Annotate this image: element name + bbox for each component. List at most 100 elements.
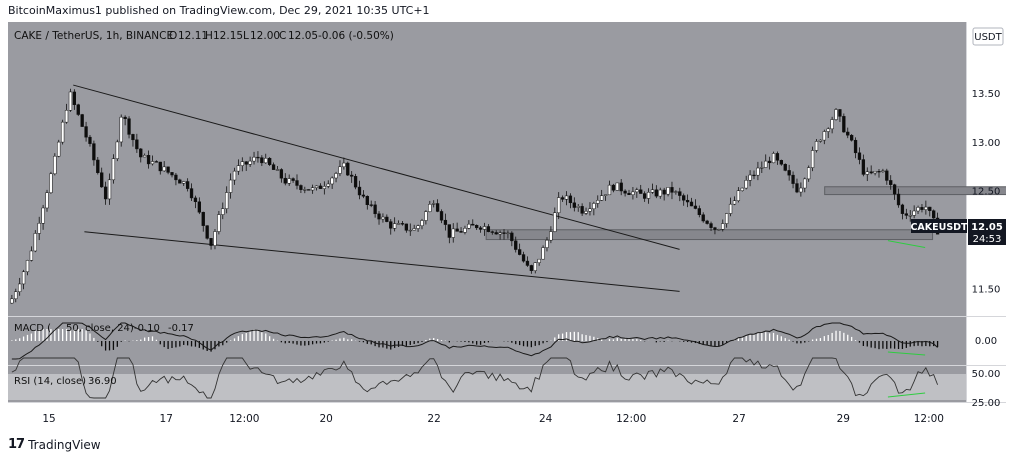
time-axis-tick: 17 bbox=[160, 413, 173, 425]
candle-body bbox=[64, 110, 69, 123]
candle-body bbox=[123, 116, 127, 119]
candle-body bbox=[80, 114, 84, 127]
candle-body bbox=[846, 131, 850, 136]
candle-body bbox=[451, 228, 455, 238]
candle-body bbox=[670, 187, 674, 193]
chart-area[interactable]: CAKE / TetherUS, 1h, BINANCE O 12.11 H 1… bbox=[8, 22, 1006, 430]
price-axis-tick: 11.50 bbox=[972, 284, 1001, 295]
macd-value-2: -0.17 bbox=[168, 323, 194, 334]
candle-body bbox=[674, 191, 678, 193]
time-axis-tick: 27 bbox=[732, 413, 745, 425]
candle-body bbox=[185, 181, 190, 189]
candle-body bbox=[189, 188, 194, 199]
candle-body bbox=[143, 155, 147, 158]
candle-body bbox=[76, 104, 80, 115]
candle-body bbox=[182, 181, 186, 184]
candle-body bbox=[873, 171, 877, 174]
ohlc-low-label: L bbox=[243, 30, 249, 42]
candle-body bbox=[685, 199, 690, 203]
candle-body bbox=[463, 228, 467, 233]
candle-body bbox=[791, 174, 795, 184]
macd-signal-line bbox=[11, 322, 938, 360]
candle-body bbox=[201, 211, 205, 226]
time-axis-tick: 24 bbox=[539, 413, 553, 425]
candle-body bbox=[502, 232, 506, 234]
candle-body bbox=[869, 171, 873, 174]
candle-body bbox=[517, 249, 522, 255]
footer-brand: TradingView bbox=[28, 437, 101, 452]
candle-body bbox=[850, 134, 854, 141]
candle-body bbox=[721, 223, 725, 230]
price-axis-tick: 12.50 bbox=[972, 187, 1001, 198]
upper-trendline bbox=[73, 84, 680, 250]
candle-body bbox=[166, 166, 170, 173]
candle-body bbox=[537, 258, 541, 263]
candle-body bbox=[455, 228, 459, 232]
candle-body bbox=[627, 192, 631, 195]
rsi-line bbox=[11, 357, 939, 399]
candle-body bbox=[635, 189, 639, 193]
candle-body bbox=[908, 215, 912, 217]
candle-body bbox=[881, 170, 885, 173]
candle-body bbox=[365, 196, 369, 205]
candle-body bbox=[799, 187, 803, 193]
candle-body bbox=[471, 223, 475, 226]
candle-body bbox=[764, 160, 768, 168]
candle-body bbox=[861, 159, 866, 175]
candle-body bbox=[342, 162, 346, 168]
candle-body bbox=[271, 164, 276, 170]
candle-body bbox=[736, 190, 741, 201]
candle-body bbox=[299, 185, 303, 190]
candle-body bbox=[592, 203, 596, 210]
candle-body bbox=[295, 180, 299, 186]
footer: 17 TradingView bbox=[8, 437, 101, 452]
time-axis-tick: 20 bbox=[320, 413, 333, 425]
currency-badge[interactable]: USDT bbox=[972, 27, 1004, 46]
candle-body bbox=[916, 207, 920, 212]
candle-body bbox=[197, 201, 201, 213]
candle-body bbox=[642, 193, 647, 199]
candle-body bbox=[268, 157, 272, 165]
candle-body bbox=[689, 201, 694, 207]
price-divergence-line bbox=[887, 240, 926, 249]
lower-trendline bbox=[84, 231, 680, 292]
candle-body bbox=[279, 169, 284, 179]
ohlc-close-value: 12.05 bbox=[288, 30, 318, 42]
trendlines bbox=[73, 84, 680, 292]
candle-body bbox=[475, 224, 479, 229]
candle-body bbox=[158, 161, 162, 172]
rsi-series bbox=[11, 357, 939, 399]
candle-body bbox=[18, 283, 22, 292]
macd-series bbox=[11, 322, 939, 360]
price-badge-price: 12.05 bbox=[971, 222, 1003, 233]
candle-body bbox=[771, 153, 776, 164]
candle-body bbox=[904, 213, 908, 216]
candle-body bbox=[756, 167, 760, 176]
candle-body bbox=[103, 186, 108, 200]
candle-body bbox=[818, 139, 823, 142]
candle-body bbox=[228, 179, 233, 193]
horizontal-zone bbox=[824, 186, 1006, 196]
tradingview-logo-icon: 17 bbox=[8, 437, 25, 452]
time-axis-ticks: 15 17 12:00 20 22 24 12:00 27 29 12:00 bbox=[42, 413, 944, 425]
candle-body bbox=[705, 220, 709, 224]
candle-body bbox=[68, 91, 73, 111]
candle-body bbox=[330, 177, 334, 185]
candle-body bbox=[557, 197, 561, 213]
candle-body bbox=[803, 178, 807, 189]
macd-params: 50, close, 24) bbox=[66, 323, 134, 334]
candle-body bbox=[334, 173, 338, 179]
candle-body bbox=[506, 232, 510, 235]
candle-body bbox=[588, 208, 592, 212]
candle-body bbox=[322, 186, 326, 189]
candle-body bbox=[842, 116, 846, 133]
candle-body bbox=[174, 174, 178, 181]
candle-body bbox=[611, 184, 616, 191]
candle-body bbox=[447, 224, 451, 238]
candle-body bbox=[432, 203, 436, 205]
candle-body bbox=[615, 182, 619, 191]
candle-body bbox=[900, 204, 905, 214]
candle-body bbox=[381, 216, 385, 220]
candle-body bbox=[92, 143, 96, 161]
